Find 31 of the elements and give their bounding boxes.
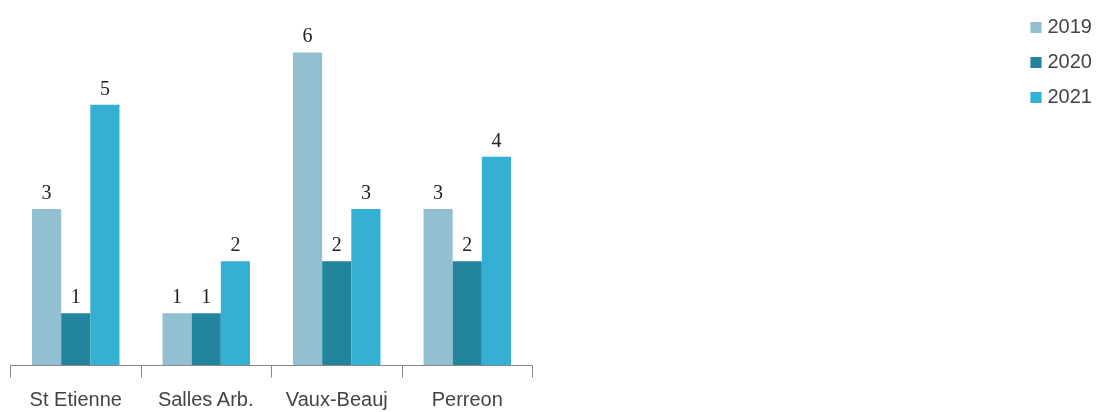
data-label: 5: [99, 76, 110, 99]
x-tick-label: Perreon: [431, 387, 503, 410]
data-label: 1: [172, 285, 183, 308]
data-label: 3: [41, 180, 52, 203]
legend-label: 2019: [1047, 15, 1092, 38]
bar: [191, 313, 221, 366]
data-label: 4: [491, 128, 502, 151]
bar: [293, 52, 323, 366]
data-label: 3: [360, 180, 371, 203]
data-label: 1: [70, 285, 81, 308]
legend-label: 2021: [1047, 85, 1092, 108]
bar: [423, 208, 453, 366]
bar: [322, 261, 352, 366]
data-label: 6: [302, 24, 313, 47]
legend-label: 2020: [1047, 50, 1092, 73]
data-label: 2: [462, 233, 473, 256]
x-tick-label: St Etienne: [29, 387, 122, 410]
data-label: 2: [230, 233, 241, 256]
bar: [90, 104, 120, 366]
data-label: 2: [331, 233, 342, 256]
data-label: 1: [201, 285, 212, 308]
bar: [452, 261, 482, 366]
bar: [61, 313, 91, 366]
x-tick-label: Salles Arb.: [157, 387, 254, 410]
bar: [32, 208, 62, 366]
bar: [351, 208, 381, 366]
bar: [220, 261, 250, 366]
x-tick-label: Vaux-Beauj: [285, 387, 388, 410]
data-label: 3: [433, 180, 444, 203]
bar: [162, 313, 192, 366]
bar: [481, 156, 511, 366]
